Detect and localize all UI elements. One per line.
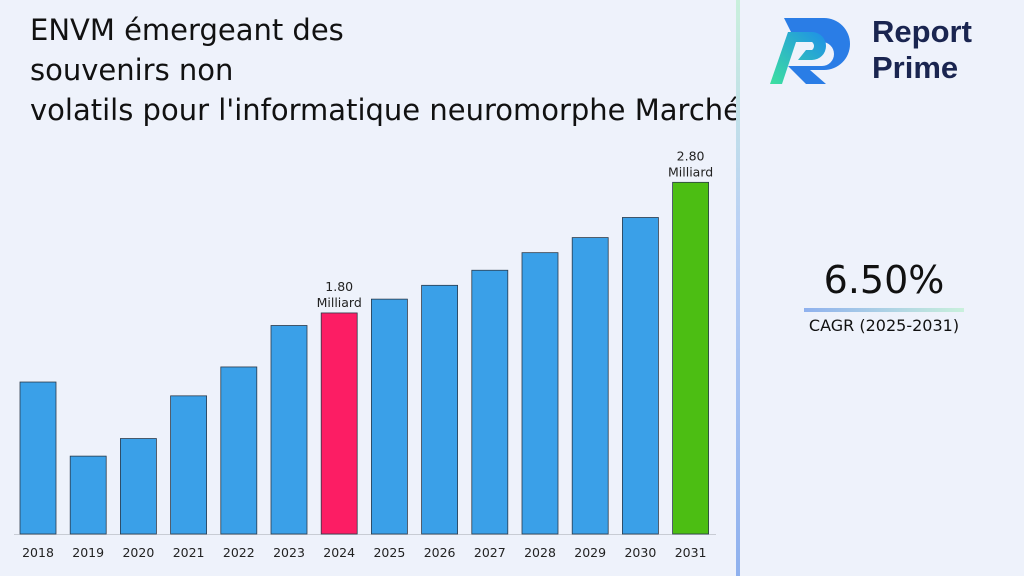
bar-2020 [120, 438, 157, 535]
x-tick-label-2027: 2027 [474, 545, 506, 560]
x-tick-label-2024: 2024 [323, 545, 355, 560]
x-tick-label-2021: 2021 [173, 545, 205, 560]
brand-name: Report Prime [872, 14, 972, 85]
x-tick-label-2030: 2030 [624, 545, 656, 560]
x-tick-label-2022: 2022 [223, 545, 255, 560]
x-tick-label-2029: 2029 [574, 545, 606, 560]
vertical-divider [736, 0, 740, 576]
x-tick-label-2028: 2028 [524, 545, 556, 560]
bar-2027 [471, 269, 509, 535]
bar-2021 [170, 395, 208, 535]
bar-2022 [220, 366, 258, 535]
x-tick-label-2031: 2031 [675, 545, 707, 560]
x-tick-label-2023: 2023 [273, 545, 305, 560]
bar-2025 [370, 298, 408, 535]
bar-2029 [571, 237, 609, 535]
bar-chart: 2018 2019 2020 2021 2022 2023 2024 2025 2026 2027… [14, 148, 716, 560]
bar-2026 [421, 284, 459, 535]
report-prime-logo: Report Prime [766, 14, 1006, 90]
data-label-2024: 1.80 Milliard [317, 279, 362, 310]
cagr-value: 6.50% [823, 258, 945, 302]
cagr-label: CAGR (2025-2031) [808, 316, 960, 335]
bar-2030 [622, 217, 659, 535]
x-tick-label-2018: 2018 [22, 545, 54, 560]
bar-2023 [270, 325, 308, 535]
chart-title: ENVM émergeant des souvenirs non volatil… [30, 13, 741, 127]
x-tick-label-2026: 2026 [424, 545, 456, 560]
x-tick-label-2025: 2025 [373, 545, 405, 560]
bar-2024 [320, 312, 358, 535]
bar-2028 [521, 252, 559, 535]
bar-2019 [69, 455, 107, 535]
data-label-2031: 2.80 Milliard [668, 148, 713, 179]
cagr-underline [804, 308, 964, 312]
x-tick-label-2020: 2020 [122, 545, 154, 560]
bar-2018 [19, 381, 57, 535]
bar-2031 [672, 181, 709, 535]
x-tick-label-2019: 2019 [72, 545, 104, 560]
report-prime-logo-icon [770, 18, 850, 84]
